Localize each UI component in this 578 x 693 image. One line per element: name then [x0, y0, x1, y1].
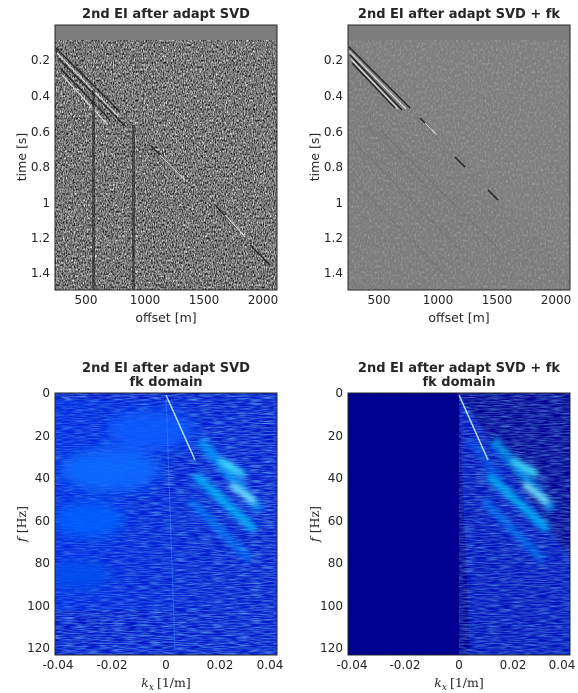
y-tick-label: 40 — [328, 471, 343, 485]
panel-d-subtitle: fk domain — [422, 375, 495, 390]
y-tick-labels: 0 20 40 60 80 100 120 — [320, 386, 343, 655]
y-tick-label: 120 — [27, 641, 50, 655]
y-axis-label: time [s] — [307, 133, 322, 181]
x-label-main: k — [141, 675, 149, 690]
y-tick-label: 60 — [35, 514, 50, 528]
panel-top-right: 2nd EI after adapt SVD + fk 0.2 0.4 0.6 … — [307, 7, 571, 325]
y-tick-label: 1 — [335, 196, 343, 210]
x-tick-label: 0 — [162, 658, 170, 672]
y-tick-label: 40 — [35, 471, 50, 485]
y-tick-label: 0.6 — [324, 125, 343, 139]
axes-box — [54, 392, 278, 656]
x-label-sub: x — [149, 683, 154, 693]
seismic-image — [348, 25, 570, 290]
panel-c-subtitle: fk domain — [129, 375, 202, 390]
panel-d-title: 2nd EI after adapt SVD + fk — [358, 361, 560, 376]
y-tick-label: 80 — [35, 556, 50, 570]
x-tick-labels: -0.04 -0.02 0 0.02 0.04 — [336, 658, 575, 672]
x-tick-label: -0.02 — [389, 658, 420, 672]
y-tick-label: 1.4 — [324, 266, 343, 280]
y-tick-label: 1.4 — [31, 266, 50, 280]
y-tick-label: 0 — [42, 386, 50, 400]
x-tick-label: 1000 — [130, 293, 161, 307]
y-tick-labels: 0.2 0.4 0.6 0.8 1 1.2 1.4 — [31, 53, 50, 280]
x-tick-label: 0.02 — [500, 658, 527, 672]
x-tick-label: 0 — [455, 658, 463, 672]
x-tick-label: 1500 — [482, 293, 513, 307]
y-tick-label: 0.4 — [324, 89, 343, 103]
x-axis-label: kx [1/m] — [141, 675, 190, 693]
x-tick-label: 0.02 — [207, 658, 234, 672]
y-tick-label: 1.2 — [31, 231, 50, 245]
panel-bottom-right: 2nd EI after adapt SVD + fk fk domain 0 … — [307, 361, 575, 693]
x-tick-label: 500 — [368, 293, 391, 307]
axes-box — [54, 24, 278, 291]
x-label-sub: x — [442, 683, 447, 693]
panel-c-title: 2nd EI after adapt SVD — [82, 361, 250, 376]
y-label-main: f — [307, 535, 322, 543]
x-label-unit: [1/m] — [450, 675, 484, 690]
fk-spectrum-image — [55, 393, 277, 655]
x-tick-label: 500 — [75, 293, 98, 307]
y-tick-label: 100 — [27, 599, 50, 613]
x-tick-labels: -0.04 -0.02 0 0.02 0.04 — [42, 658, 283, 672]
y-label-unit: [Hz] — [14, 506, 29, 533]
y-tick-label: 20 — [35, 429, 50, 443]
y-axis-label: f [Hz] — [14, 506, 29, 543]
x-tick-label: -0.04 — [336, 658, 367, 672]
x-tick-label: 1000 — [423, 293, 454, 307]
y-tick-label: 120 — [320, 641, 343, 655]
seismic-image — [55, 25, 277, 290]
x-label-main: k — [434, 675, 442, 690]
y-axis-label: f [Hz] — [307, 506, 322, 543]
y-tick-label: 0 — [335, 386, 343, 400]
x-tick-label: -0.02 — [96, 658, 127, 672]
panel-b-title: 2nd EI after adapt SVD + fk — [358, 7, 560, 22]
x-axis-label: kx [1/m] — [434, 675, 483, 693]
x-tick-label: -0.04 — [42, 658, 73, 672]
y-tick-label: 80 — [328, 556, 343, 570]
y-tick-label: 0.6 — [31, 125, 50, 139]
panel-top-left: 2nd EI after adapt SVD 0.2 0.4 0.6 0.8 1… — [14, 7, 278, 325]
x-tick-label: 2000 — [248, 293, 279, 307]
y-tick-label: 0.4 — [31, 89, 50, 103]
panel-bottom-left: 2nd EI after adapt SVD fk domain 0 20 40… — [14, 361, 283, 693]
y-tick-labels: 0.2 0.4 0.6 0.8 1 1.2 1.4 — [324, 53, 343, 280]
y-tick-label: 1 — [42, 196, 50, 210]
y-tick-label: 60 — [328, 514, 343, 528]
axes-box — [347, 392, 571, 656]
axes-box — [347, 24, 571, 291]
y-tick-label: 0.8 — [31, 160, 50, 174]
x-tick-label: 0.04 — [257, 658, 284, 672]
y-axis-label: time [s] — [14, 133, 29, 181]
y-label-unit: [Hz] — [307, 506, 322, 533]
fk-spectrum-image — [348, 393, 570, 655]
y-tick-label: 0.2 — [324, 53, 343, 67]
y-tick-labels: 0 20 40 60 80 100 120 — [27, 386, 50, 655]
x-tick-label: 1500 — [189, 293, 220, 307]
y-tick-label: 0.8 — [324, 160, 343, 174]
panel-a-title: 2nd EI after adapt SVD — [82, 7, 250, 22]
x-tick-label: 0.04 — [549, 658, 576, 672]
y-tick-label: 1.2 — [324, 231, 343, 245]
x-label-unit: [1/m] — [157, 675, 191, 690]
x-axis-label: offset [m] — [428, 310, 489, 325]
y-tick-label: 20 — [328, 429, 343, 443]
x-axis-label: offset [m] — [135, 310, 196, 325]
x-tick-labels: 500 1000 1500 2000 — [368, 293, 572, 307]
y-tick-label: 0.2 — [31, 53, 50, 67]
x-tick-labels: 500 1000 1500 2000 — [75, 293, 279, 307]
y-label-main: f — [14, 535, 29, 543]
x-tick-label: 2000 — [541, 293, 572, 307]
y-tick-label: 100 — [320, 599, 343, 613]
